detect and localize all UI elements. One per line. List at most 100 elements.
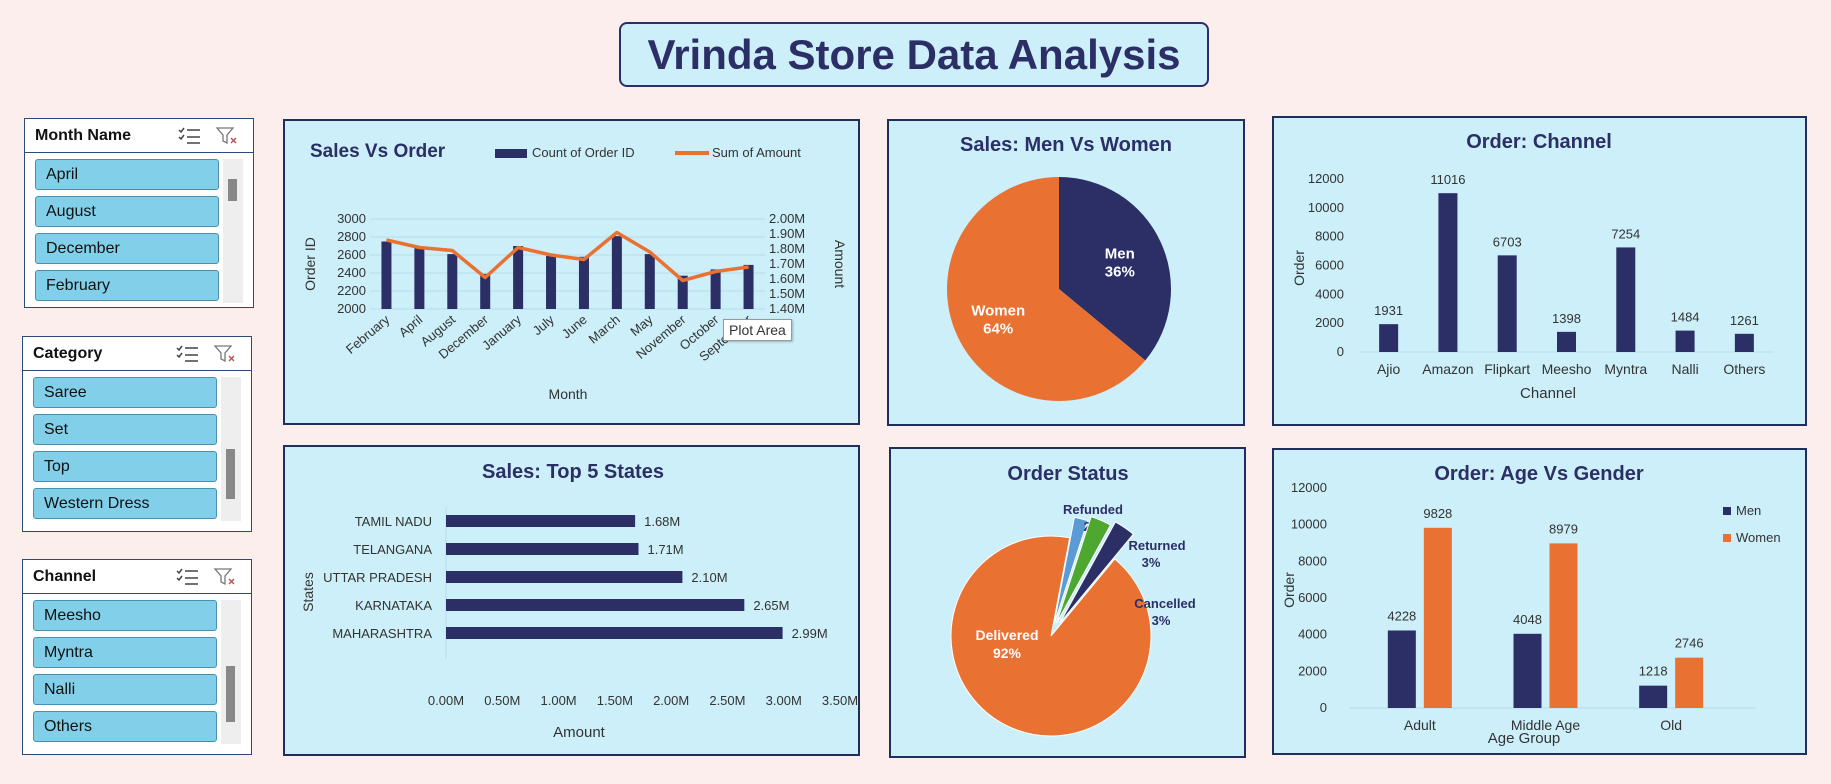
chart-order-age-vs-gender[interactable]: Order: Age Vs Gender 12000 10000 8000 6000 40… [1272, 448, 1807, 755]
slicer-items: Saree Set Top Western Dress [33, 377, 217, 525]
slicer-item[interactable]: Saree [33, 377, 217, 408]
chart-canvas: Sales Vs Order Count of Order ID Sum of Am… [302, 141, 848, 402]
bar-order-count [513, 246, 524, 309]
slicer-item[interactable]: Nalli [33, 674, 217, 705]
data-label: 8979 [1549, 521, 1578, 536]
clear-filter-icon[interactable] [213, 344, 237, 364]
slicer-item[interactable]: February [35, 270, 219, 301]
slicer-scrollbar[interactable] [223, 159, 243, 303]
slicer-header: Channel [23, 560, 251, 594]
x-tick-label: 0.50M [484, 693, 520, 708]
chart-order-status[interactable]: Order StatusDelivered92%Refunded2%Return… [889, 447, 1246, 758]
pie-label-name: Men [1105, 245, 1135, 262]
y2-tick-label: 1.80M [769, 241, 805, 256]
slicer-item[interactable]: Myntra [33, 637, 217, 668]
x-tick-label: Flipkart [1484, 361, 1530, 377]
bar-state [446, 627, 783, 639]
scrollbar-thumb[interactable] [226, 449, 235, 499]
y-tick-label: TAMIL NADU [355, 514, 432, 529]
chart-order-channel[interactable]: Order: Channel 12000 10000 8000 6000 4000 2000… [1272, 116, 1807, 426]
bar-channel [1734, 333, 1754, 352]
pie-slice-women [947, 177, 1146, 401]
chart-title: Order: Age Vs Gender [1434, 463, 1644, 485]
data-label: 6703 [1493, 234, 1522, 249]
y-axis-label: States [300, 572, 316, 612]
multi-select-icon[interactable] [176, 344, 200, 364]
data-label: 1.68M [644, 514, 680, 529]
bar-state [446, 543, 639, 555]
chart-title: Order: Channel [1466, 131, 1612, 153]
y-tick-label: 12000 [1308, 171, 1344, 186]
bar-channel [1675, 330, 1695, 352]
bar-channel [1379, 324, 1399, 352]
data-label: 4228 [1387, 608, 1416, 623]
y-tick-label: 10000 [1291, 517, 1327, 532]
slicer-title: Category [33, 345, 103, 362]
scrollbar-thumb[interactable] [226, 666, 235, 722]
slicer-items: Meesho Myntra Nalli Others [33, 600, 217, 748]
slicer-item[interactable]: Set [33, 414, 217, 445]
y-tick-label: TELANGANA [353, 542, 432, 557]
x-tick-label: 1.50M [597, 693, 633, 708]
y2-tick-label: 2.00M [769, 211, 805, 226]
pie-slice-delivered [950, 535, 1152, 737]
legend-label: Men [1736, 503, 1761, 518]
multi-select-icon[interactable] [176, 567, 200, 587]
y2-tick-label: 1.70M [769, 256, 805, 271]
legend-swatch [1723, 534, 1731, 542]
bar-order-count [743, 264, 754, 309]
pie-label-percent: 92% [993, 645, 1022, 661]
y-tick-label: UTTAR PRADESH [323, 570, 432, 585]
y-tick-label: MAHARASHTRA [332, 626, 432, 641]
clear-filter-icon[interactable] [215, 126, 239, 146]
data-label: 1484 [1671, 310, 1700, 325]
dashboard-title: Vrinda Store Data Analysis [619, 22, 1209, 87]
slicer-item[interactable]: April [35, 159, 219, 190]
slicer-title: Month Name [35, 127, 131, 144]
x-tick-label: 3.00M [766, 693, 802, 708]
y-tick-label: 2800 [337, 229, 366, 244]
legend-label: Women [1736, 530, 1781, 545]
y-tick-label: 2000 [1315, 315, 1344, 330]
bar-order-count [447, 254, 458, 309]
multi-select-icon[interactable] [178, 126, 202, 146]
slicer-scrollbar[interactable] [221, 377, 241, 521]
chart-title: Order Status [1007, 463, 1128, 485]
x-tick-label: 2.50M [709, 693, 745, 708]
bar-order-count [710, 269, 721, 309]
x-tick-label: Middle Age [1511, 717, 1580, 733]
x-tick-label: Meesho [1542, 361, 1592, 377]
bar-order-count [480, 273, 491, 309]
chart-sales-men-vs-women[interactable]: Sales: Men Vs Women Men 36% Women 64% [887, 119, 1245, 426]
slicer-item[interactable]: Western Dress [33, 488, 217, 519]
x-tick-label: 0.00M [428, 693, 464, 708]
slicer-month-name: Month Name April August December Februar… [24, 118, 254, 308]
slicer-item[interactable]: Meesho [33, 600, 217, 631]
chart-sales-vs-order[interactable]: Sales Vs Order Count of Order ID Sum of Am… [283, 119, 860, 425]
x-tick-label: June [559, 312, 590, 342]
bar-channel [1438, 193, 1458, 352]
y-tick-label: 8000 [1298, 553, 1327, 568]
y2-axis-label: Amount [832, 240, 848, 288]
y-tick-label: 4000 [1315, 286, 1344, 301]
bar-state [446, 571, 683, 583]
x-tick-label: 1.00M [541, 693, 577, 708]
slicer-item[interactable]: Top [33, 451, 217, 482]
slicer-scrollbar[interactable] [221, 600, 241, 744]
slicer-item[interactable]: December [35, 233, 219, 264]
x-tick-label: February [343, 311, 393, 356]
scrollbar-thumb[interactable] [228, 179, 237, 201]
chart-sales-top-5-states[interactable]: Sales: Top 5 States 1.68M TAMIL NADU 1.71M T… [283, 445, 860, 756]
clear-filter-icon[interactable] [213, 567, 237, 587]
legend-label: Sum of Amount [712, 145, 801, 160]
x-tick-label: July [530, 311, 558, 338]
slicer-item[interactable]: August [35, 196, 219, 227]
y-tick-label: KARNATAKA [355, 598, 432, 613]
data-label: 2.65M [753, 598, 789, 613]
x-tick-label: Adult [1404, 717, 1436, 733]
slicer-category: Category Saree Set Top Western Dress [22, 336, 252, 532]
slicer-item[interactable]: Others [33, 711, 217, 742]
pie-label-name: Refunded [1063, 502, 1123, 517]
slicer-header: Month Name [25, 119, 253, 153]
y-tick-label: 4000 [1298, 627, 1327, 642]
